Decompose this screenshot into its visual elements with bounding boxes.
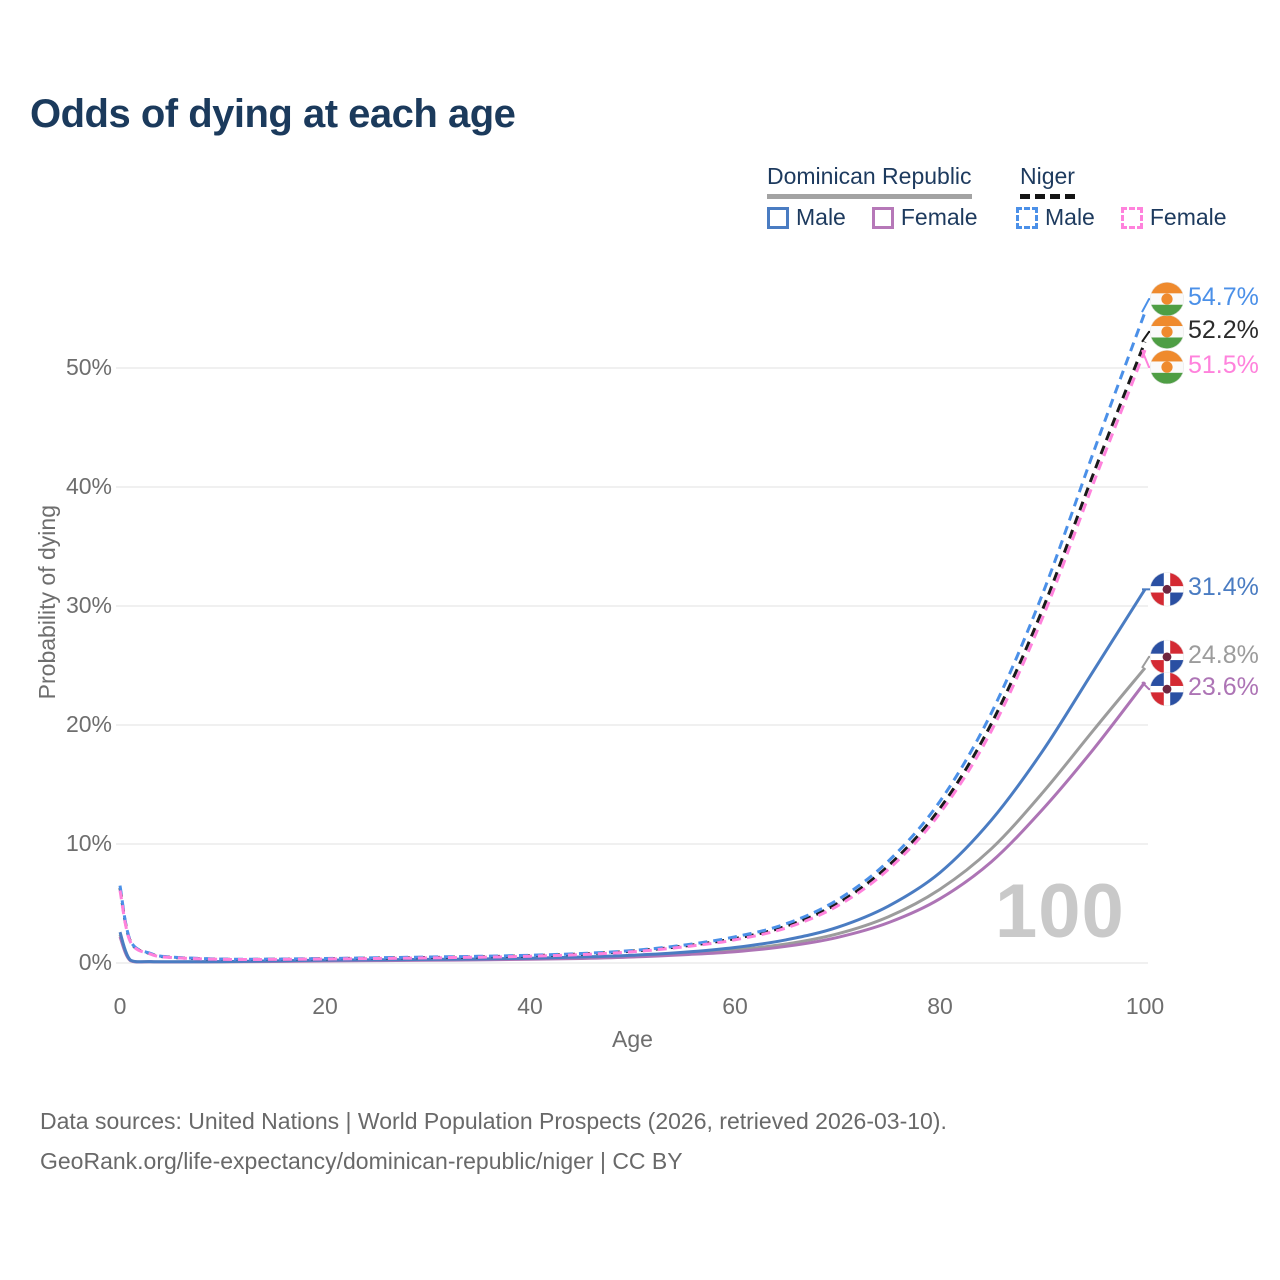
legend-item-niger-female[interactable]: Female: [1120, 204, 1227, 231]
y-tick-label: 20%: [65, 711, 112, 737]
x-tick-label: 20: [312, 993, 338, 1019]
end-label-dominican-republic-male: 31.4%: [1188, 573, 1259, 602]
legend-group-niger[interactable]: Niger: [1020, 163, 1075, 199]
end-label-niger-both: 52.2%: [1188, 315, 1259, 344]
curve-niger-both[interactable]: [118, 341, 1147, 961]
legend-item-label: Female: [1149, 204, 1227, 230]
flag-niger-icon: [1150, 314, 1184, 349]
flag-niger-icon: [1150, 350, 1184, 385]
end-label-niger-female: 51.5%: [1188, 351, 1259, 380]
legend-item-label: Male: [796, 204, 846, 230]
legend-item-label: Female: [900, 204, 978, 230]
x-tick-label: 60: [722, 993, 748, 1019]
legend-swatch-icon: [1120, 206, 1143, 229]
flag-niger-icon: [1150, 282, 1184, 317]
end-label-dominican-republic-female: 23.6%: [1188, 673, 1259, 702]
y-tick-label: 40%: [65, 473, 112, 499]
x-axis-label: Age: [612, 1026, 653, 1052]
legend-group-dominican-republic[interactable]: Dominican Republic: [767, 163, 972, 199]
end-label-dominican-republic-both: 24.8%: [1188, 640, 1259, 669]
legend-swatch-icon: [1016, 206, 1038, 229]
x-tick-label: 0: [113, 993, 127, 1019]
curve-niger-female[interactable]: [118, 349, 1147, 962]
legend-row-dominican-republic: Male Female: [767, 204, 978, 231]
flag-dominican-republic-icon: [1150, 672, 1184, 707]
y-tick-label: 30%: [65, 592, 112, 618]
legend-item-dominican-republic-female[interactable]: Female: [871, 204, 978, 231]
footer-url: GeoRank.org/life-expectancy/dominican-re…: [40, 1148, 683, 1174]
y-tick-label: 0%: [78, 949, 112, 975]
y-tick-label: 10%: [65, 830, 112, 856]
x-tick-label: 40: [517, 993, 543, 1019]
legend-swatch-icon: [767, 206, 789, 229]
legend-row-niger: Male Female: [1016, 204, 1227, 231]
y-tick-label: 50%: [65, 354, 112, 380]
footer-data-sources: Data sources: United Nations | World Pop…: [40, 1108, 947, 1134]
curve-dominican-republic-male[interactable]: [118, 588, 1147, 964]
flag-dominican-republic-icon: [1150, 639, 1184, 674]
age-watermark: 100: [995, 869, 1125, 954]
page-title: Odds of dying at each age: [30, 92, 516, 136]
legend-item-label: Male: [1045, 204, 1095, 230]
end-label-niger-male: 54.7%: [1188, 283, 1259, 312]
legend-item-dominican-republic-male[interactable]: Male: [767, 204, 846, 231]
legend-item-niger-male[interactable]: Male: [1016, 204, 1095, 231]
x-tick-label: 80: [927, 993, 953, 1019]
flag-dominican-republic-icon: [1150, 572, 1184, 607]
x-tick-label: 100: [1125, 993, 1165, 1019]
legend-swatch-icon: [871, 206, 894, 229]
